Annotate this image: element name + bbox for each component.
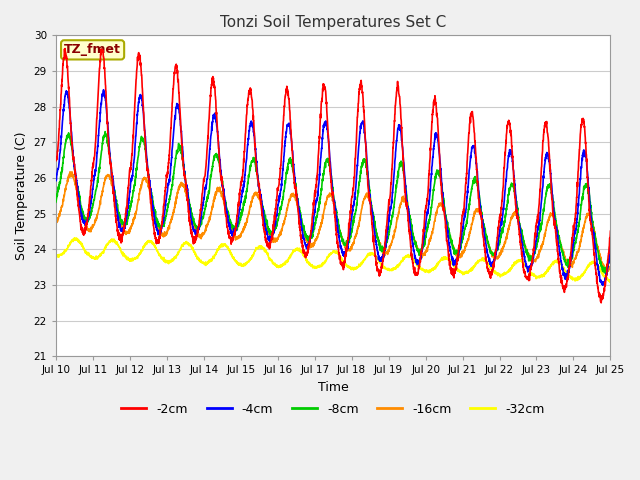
-2cm <box>536 187 544 192</box>
-2cm <box>61 46 69 51</box>
-2cm <box>52 154 60 160</box>
-16cm <box>265 231 273 237</box>
-32cm <box>596 264 604 270</box>
-4cm <box>265 237 273 242</box>
-4cm <box>52 177 60 183</box>
-32cm <box>115 244 123 250</box>
-4cm <box>100 87 108 93</box>
-2cm <box>115 236 123 241</box>
-16cm <box>115 216 123 222</box>
-8cm <box>607 252 614 258</box>
-4cm <box>596 275 604 281</box>
-4cm <box>148 198 156 204</box>
-8cm <box>596 255 604 261</box>
-2cm <box>265 243 273 249</box>
Title: Tonzi Soil Temperatures Set C: Tonzi Soil Temperatures Set C <box>220 15 446 30</box>
-2cm <box>596 291 604 297</box>
-16cm <box>607 264 614 270</box>
Line: -4cm: -4cm <box>56 90 611 285</box>
-8cm <box>601 270 609 276</box>
-8cm <box>101 129 109 134</box>
-16cm <box>52 220 60 226</box>
-4cm <box>115 220 123 226</box>
-32cm <box>265 255 273 261</box>
-32cm <box>148 241 156 247</box>
-2cm <box>607 228 614 234</box>
-16cm <box>66 169 74 175</box>
Line: -8cm: -8cm <box>56 132 611 273</box>
Legend: -2cm, -4cm, -8cm, -16cm, -32cm: -2cm, -4cm, -8cm, -16cm, -32cm <box>116 398 550 420</box>
X-axis label: Time: Time <box>318 381 349 394</box>
Y-axis label: Soil Temperature (C): Soil Temperature (C) <box>15 132 28 260</box>
-8cm <box>115 211 123 216</box>
-16cm <box>289 192 296 197</box>
-2cm <box>597 300 605 306</box>
-2cm <box>148 209 156 215</box>
-8cm <box>536 228 544 234</box>
-32cm <box>607 278 614 284</box>
Line: -32cm: -32cm <box>56 238 611 282</box>
-32cm <box>606 279 614 285</box>
-8cm <box>148 196 156 202</box>
-4cm <box>536 216 544 221</box>
-16cm <box>604 268 611 274</box>
-32cm <box>289 249 296 255</box>
-16cm <box>596 251 604 257</box>
-4cm <box>599 282 607 288</box>
Line: -16cm: -16cm <box>56 172 611 271</box>
-32cm <box>73 235 81 241</box>
-2cm <box>289 155 296 161</box>
-4cm <box>607 242 614 248</box>
-16cm <box>536 248 544 254</box>
Text: TZ_fmet: TZ_fmet <box>64 43 121 56</box>
-16cm <box>148 202 156 208</box>
-8cm <box>265 226 273 231</box>
-4cm <box>289 149 296 155</box>
-32cm <box>52 254 60 260</box>
-8cm <box>52 199 60 205</box>
Line: -2cm: -2cm <box>56 48 611 303</box>
-8cm <box>289 167 296 173</box>
-32cm <box>536 274 544 280</box>
